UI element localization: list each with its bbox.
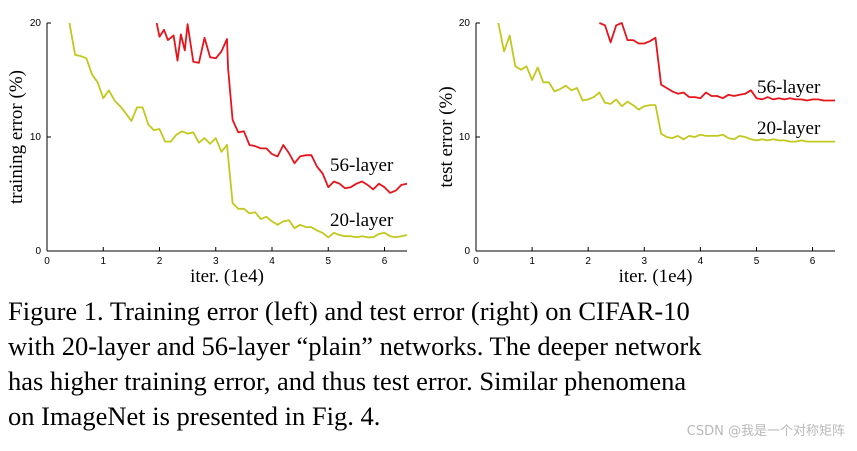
- right-x-tick-label: 0: [473, 256, 479, 267]
- right-y-tick-label: 0: [464, 246, 470, 257]
- right-y-tick-label: 10: [459, 132, 471, 143]
- right-x-axis-label: iter. (1e4): [619, 266, 693, 287]
- left-series-label-20-layer: 20-layer: [330, 210, 394, 231]
- right-series-line-56-layer: [599, 22, 835, 102]
- caption-line-2: with 20-layer and 56-layer “plain” netwo…: [8, 331, 702, 361]
- left-x-tick-label: 5: [325, 256, 331, 267]
- caption-line-3: has higher training error, and thus test…: [8, 366, 687, 396]
- left-series-line-56-layer: [155, 22, 408, 194]
- right-x-tick-label: 5: [754, 256, 760, 267]
- left-y-tick-label: 10: [30, 132, 42, 143]
- left-y-tick-label: 0: [35, 246, 41, 257]
- left-x-tick-label: 3: [213, 256, 219, 267]
- right-x-tick-label: 6: [810, 256, 816, 267]
- right-series-line-20-layer: [497, 22, 835, 143]
- left-x-tick-label: 4: [269, 256, 275, 267]
- caption-line-1: Figure 1. Training error (left) and test…: [8, 296, 690, 326]
- right-x-tick-label: 2: [585, 256, 591, 267]
- left-x-tick-label: 0: [44, 256, 50, 267]
- left-x-tick-label: 2: [157, 256, 163, 267]
- right-series-label-56-layer: 56-layer: [757, 77, 821, 98]
- right-series-label-20-layer: 20-layer: [757, 118, 821, 139]
- figure-caption: Figure 1. Training error (left) and test…: [8, 294, 848, 434]
- left-series-label-56-layer: 56-layer: [330, 155, 394, 176]
- left-y-tick-label: 20: [30, 18, 42, 29]
- right-y-tick-label: 20: [459, 18, 471, 29]
- left-x-axis-label: iter. (1e4): [190, 266, 264, 287]
- right-x-tick-label: 4: [698, 256, 704, 267]
- watermark: CSDN @我是一个对称矩阵: [686, 424, 845, 439]
- right-x-tick-label: 1: [529, 256, 535, 267]
- right-x-tick-label: 3: [642, 256, 648, 267]
- left-x-tick-label: 6: [382, 256, 388, 267]
- caption-line-4: on ImageNet is presented in Fig. 4.: [8, 401, 381, 431]
- left-y-axis-label: training error (%): [6, 70, 27, 204]
- left-series-line-20-layer: [68, 22, 408, 239]
- right-y-axis-label: test error (%): [436, 86, 457, 187]
- left-x-tick-label: 1: [100, 256, 106, 267]
